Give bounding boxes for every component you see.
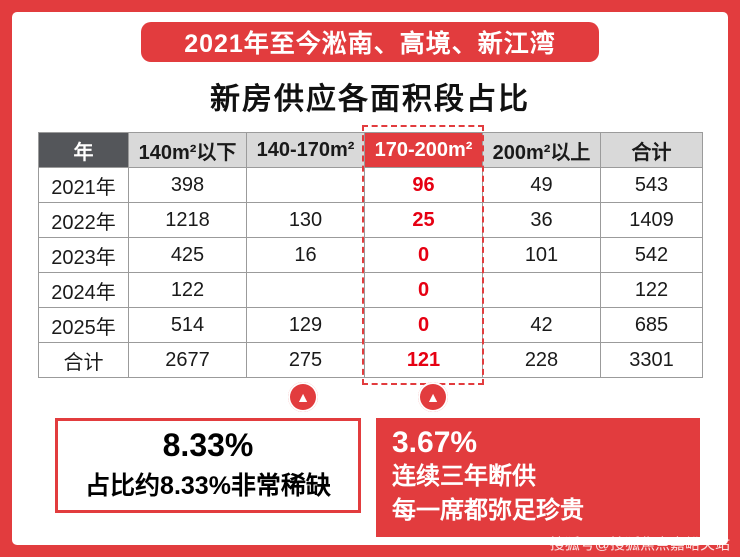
table-row: 2023年 425 16 0 101 542 bbox=[38, 237, 703, 273]
table-cell: 130 bbox=[246, 202, 365, 238]
table-cell: 96 bbox=[364, 167, 483, 203]
table-row: 合计 2677 275 121 228 3301 bbox=[38, 342, 703, 378]
table-cell: 129 bbox=[246, 307, 365, 343]
poster-body: 2021年至今淞南、高境、新江湾 新房供应各面积段占比 年 140m²以下 14… bbox=[12, 12, 728, 545]
triangle-glyph: ▲ bbox=[296, 389, 310, 405]
col-header-140-170: 140-170m² bbox=[246, 132, 365, 168]
table-cell: 122 bbox=[600, 272, 703, 308]
col-header-140-below: 140m²以下 bbox=[128, 132, 247, 168]
table-cell: 16 bbox=[246, 237, 365, 273]
callouts-row: 8.33% 占比约8.33%非常稀缺 3.67% 连续三年断供 每一席都弥足珍贵 bbox=[12, 418, 728, 538]
callout-scarcity: 8.33% 占比约8.33%非常稀缺 bbox=[55, 418, 361, 513]
table-cell: 685 bbox=[600, 307, 703, 343]
row-label: 2025年 bbox=[38, 307, 129, 343]
shortage-percent: 3.67% bbox=[392, 426, 478, 459]
table-cell: 514 bbox=[128, 307, 247, 343]
table-cell: 42 bbox=[482, 307, 601, 343]
table-cell bbox=[246, 167, 365, 203]
table-cell: 543 bbox=[600, 167, 703, 203]
callout-shortage: 3.67% 连续三年断供 每一席都弥足珍贵 bbox=[376, 418, 700, 538]
up-triangle-marker-left-icon: ▲ bbox=[288, 382, 318, 412]
table-cell: 0 bbox=[364, 237, 483, 273]
table-cell bbox=[482, 272, 601, 308]
table-cell: 398 bbox=[128, 167, 247, 203]
scarcity-text: 占比约8.33%非常稀缺 bbox=[85, 472, 331, 500]
table-wrap: 年 140m²以下 140-170m² 170-200m² 200m²以上 合计… bbox=[38, 125, 703, 385]
table-cell: 36 bbox=[482, 202, 601, 238]
table-cell: 49 bbox=[482, 167, 601, 203]
table-row: 2025年 514 129 0 42 685 bbox=[38, 307, 703, 343]
table-cell: 228 bbox=[482, 342, 601, 378]
table-cell: 0 bbox=[364, 272, 483, 308]
supply-table: 年 140m²以下 140-170m² 170-200m² 200m²以上 合计… bbox=[38, 132, 703, 378]
table-row: 2024年 122 0 122 bbox=[38, 272, 703, 308]
col-header-200-above: 200m²以上 bbox=[482, 132, 601, 168]
banner-label: 2021年至今淞南、高境、新江湾 bbox=[184, 30, 556, 58]
table-cell: 1409 bbox=[600, 202, 703, 238]
row-label: 2024年 bbox=[38, 272, 129, 308]
table-cell: 0 bbox=[364, 307, 483, 343]
table-row: 2022年 1218 130 25 36 1409 bbox=[38, 202, 703, 238]
up-triangle-marker-right-icon: ▲ bbox=[418, 382, 448, 412]
row-label: 2021年 bbox=[38, 167, 129, 203]
header-row: 年 140m²以下 140-170m² 170-200m² 200m²以上 合计 bbox=[38, 132, 703, 168]
table-cell: 25 bbox=[364, 202, 483, 238]
table-cell bbox=[246, 272, 365, 308]
table-cell: 275 bbox=[246, 342, 365, 378]
shortage-line-1: 连续三年断供 bbox=[392, 463, 536, 490]
markers-row: ▲ ▲ bbox=[12, 382, 728, 418]
scarcity-percent: 8.33% bbox=[162, 427, 254, 463]
shortage-line-2: 每一席都弥足珍贵 bbox=[392, 496, 584, 524]
triangle-glyph: ▲ bbox=[426, 389, 440, 405]
table-body: 2021年 398 96 49 543 2022年 1218 130 25 36 1409 2023年… bbox=[38, 167, 703, 378]
table-cell: 1218 bbox=[128, 202, 247, 238]
row-label: 2022年 bbox=[38, 202, 129, 238]
row-label: 2023年 bbox=[38, 237, 129, 273]
table-cell: 2677 bbox=[128, 342, 247, 378]
col-header-total: 合计 bbox=[600, 132, 703, 168]
table-cell: 101 bbox=[482, 237, 601, 273]
top-banner: 2021年至今淞南、高境、新江湾 bbox=[141, 22, 599, 62]
table-cell: 542 bbox=[600, 237, 703, 273]
table-cell: 121 bbox=[364, 342, 483, 378]
page-title: 新房供应各面积段占比 bbox=[210, 83, 530, 116]
col-header-year: 年 bbox=[38, 132, 129, 168]
row-label: 合计 bbox=[38, 342, 129, 378]
table-cell: 425 bbox=[128, 237, 247, 273]
col-header-170-200-highlight: 170-200m² bbox=[364, 132, 483, 168]
watermark: 搜狐号@搜狐焦点嘉峪关站 bbox=[549, 536, 730, 553]
table-cell: 3301 bbox=[600, 342, 703, 378]
table-row: 2021年 398 96 49 543 bbox=[38, 167, 703, 203]
table-cell: 122 bbox=[128, 272, 247, 308]
